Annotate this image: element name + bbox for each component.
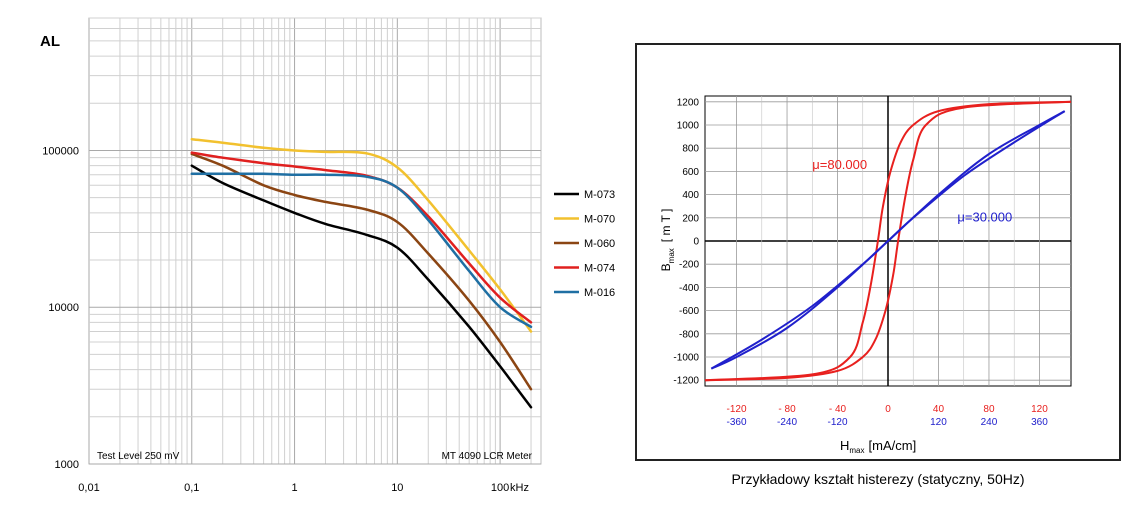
y-tick-label: -200 (679, 260, 699, 271)
x-tick-label-red: 120 (1031, 404, 1048, 415)
x-tick-label-blue: -240 (777, 417, 797, 428)
legend-label: M-016 (584, 287, 615, 299)
loop-mu-80000-branch-upper (704, 100, 1072, 382)
y-tick-label: 10000 (48, 302, 79, 314)
x-axis-label-sub: max (849, 446, 864, 455)
annotation-test-level: Test Level 250 mV (97, 451, 180, 462)
y-tick-label: 0 (693, 237, 699, 248)
y-axis-label-unit: [ m T ] (659, 209, 673, 243)
y-tick-label: -1000 (673, 353, 699, 364)
svg-text:Bmax[ m T ]: Bmax [ m T ] (659, 209, 676, 272)
x-tick-label: 100 (491, 482, 509, 494)
y-axis-label: AL (40, 33, 60, 50)
y-axis-label: Bmax [ m T ] (659, 209, 676, 272)
y-tick-label: 600 (682, 167, 699, 178)
series-line-m-016 (190, 172, 533, 329)
series-line-m-070 (190, 137, 533, 333)
x-tick-label-red: 0 (885, 404, 891, 415)
y-tick-label: 200 (682, 213, 699, 224)
x-tick-label-red: -120 (727, 404, 747, 415)
loop-label-mu-80000: μ=80.000 (812, 157, 867, 172)
x-tick-label: 1 (291, 482, 297, 494)
x-tick-label-blue: 360 (1031, 417, 1048, 428)
x-tick-label-blue: -120 (828, 417, 848, 428)
y-tick-label: 400 (682, 190, 699, 201)
hysteresis-chart: 120010008006004002000-200-400-600-800-10… (635, 43, 1121, 487)
tick-labels: 0,01 0,1 1 10 100 1000 10000 100000 (42, 145, 509, 494)
x-axis-label-main: H (840, 438, 849, 453)
x-tick-label-red: 40 (933, 404, 945, 415)
x-tick-label: 0,1 (184, 482, 199, 494)
legend-label: M-074 (584, 263, 615, 275)
hysteresis-loops: μ=80.000 μ=30.000 (704, 100, 1072, 382)
legend-label: M-070 (584, 214, 615, 226)
x-tick-label-blue: 240 (981, 417, 998, 428)
annotation-meter: MT 4090 LCR Meter (442, 451, 533, 462)
al-frequency-chart: AL 0,01 0,1 1 10 100 1000 10000 100000 Test Lev… (40, 17, 615, 494)
legend: M-073 M-070 M-060 M-074 M-016 (554, 189, 615, 299)
x-axis-label: kHz (510, 482, 529, 494)
x-axis-label: Hmax [mA/cm] (840, 438, 916, 455)
grid (705, 96, 1071, 386)
chart-caption: Przykładowy kształt histerezy (statyczny… (731, 471, 1024, 487)
loop-mu-30000-branch-lower (710, 110, 1066, 370)
x-tick-label-blue: 120 (930, 417, 947, 428)
y-axis-label-sub: max (667, 248, 676, 263)
series-line-m-060 (190, 152, 533, 391)
x-tick-label-red: - 40 (829, 404, 847, 415)
y-tick-label: 1000 (55, 459, 79, 471)
series-line-m-073 (190, 164, 533, 409)
x-tick-label-blue: -360 (727, 417, 747, 428)
x-tick-label: 10 (391, 482, 403, 494)
y-tick-label: -1200 (673, 376, 699, 387)
plot-area (88, 17, 542, 465)
x-tick-label-red: 80 (983, 404, 995, 415)
x-axis-label-unit: [mA/cm] (869, 438, 917, 453)
y-tick-label: 800 (682, 144, 699, 155)
series-lines (190, 137, 533, 409)
y-tick-label: 1000 (677, 121, 700, 132)
y-tick-label: -400 (679, 283, 699, 294)
loop-label-mu-30000: μ=30.000 (957, 209, 1012, 224)
legend-label: M-073 (584, 189, 615, 201)
y-tick-label: -800 (679, 329, 699, 340)
y-tick-label: -600 (679, 306, 699, 317)
y-tick-label: 100000 (42, 145, 79, 157)
y-tick-label: 1200 (677, 97, 700, 108)
loop-mu-80000-branch-lower (704, 100, 1072, 382)
x-tick-label-red: - 80 (778, 404, 796, 415)
x-tick-label: 0,01 (78, 482, 99, 494)
y-axis-label-main: B (659, 263, 673, 271)
legend-label: M-060 (584, 238, 615, 250)
tick-labels: 120010008006004002000-200-400-600-800-10… (673, 97, 1048, 428)
